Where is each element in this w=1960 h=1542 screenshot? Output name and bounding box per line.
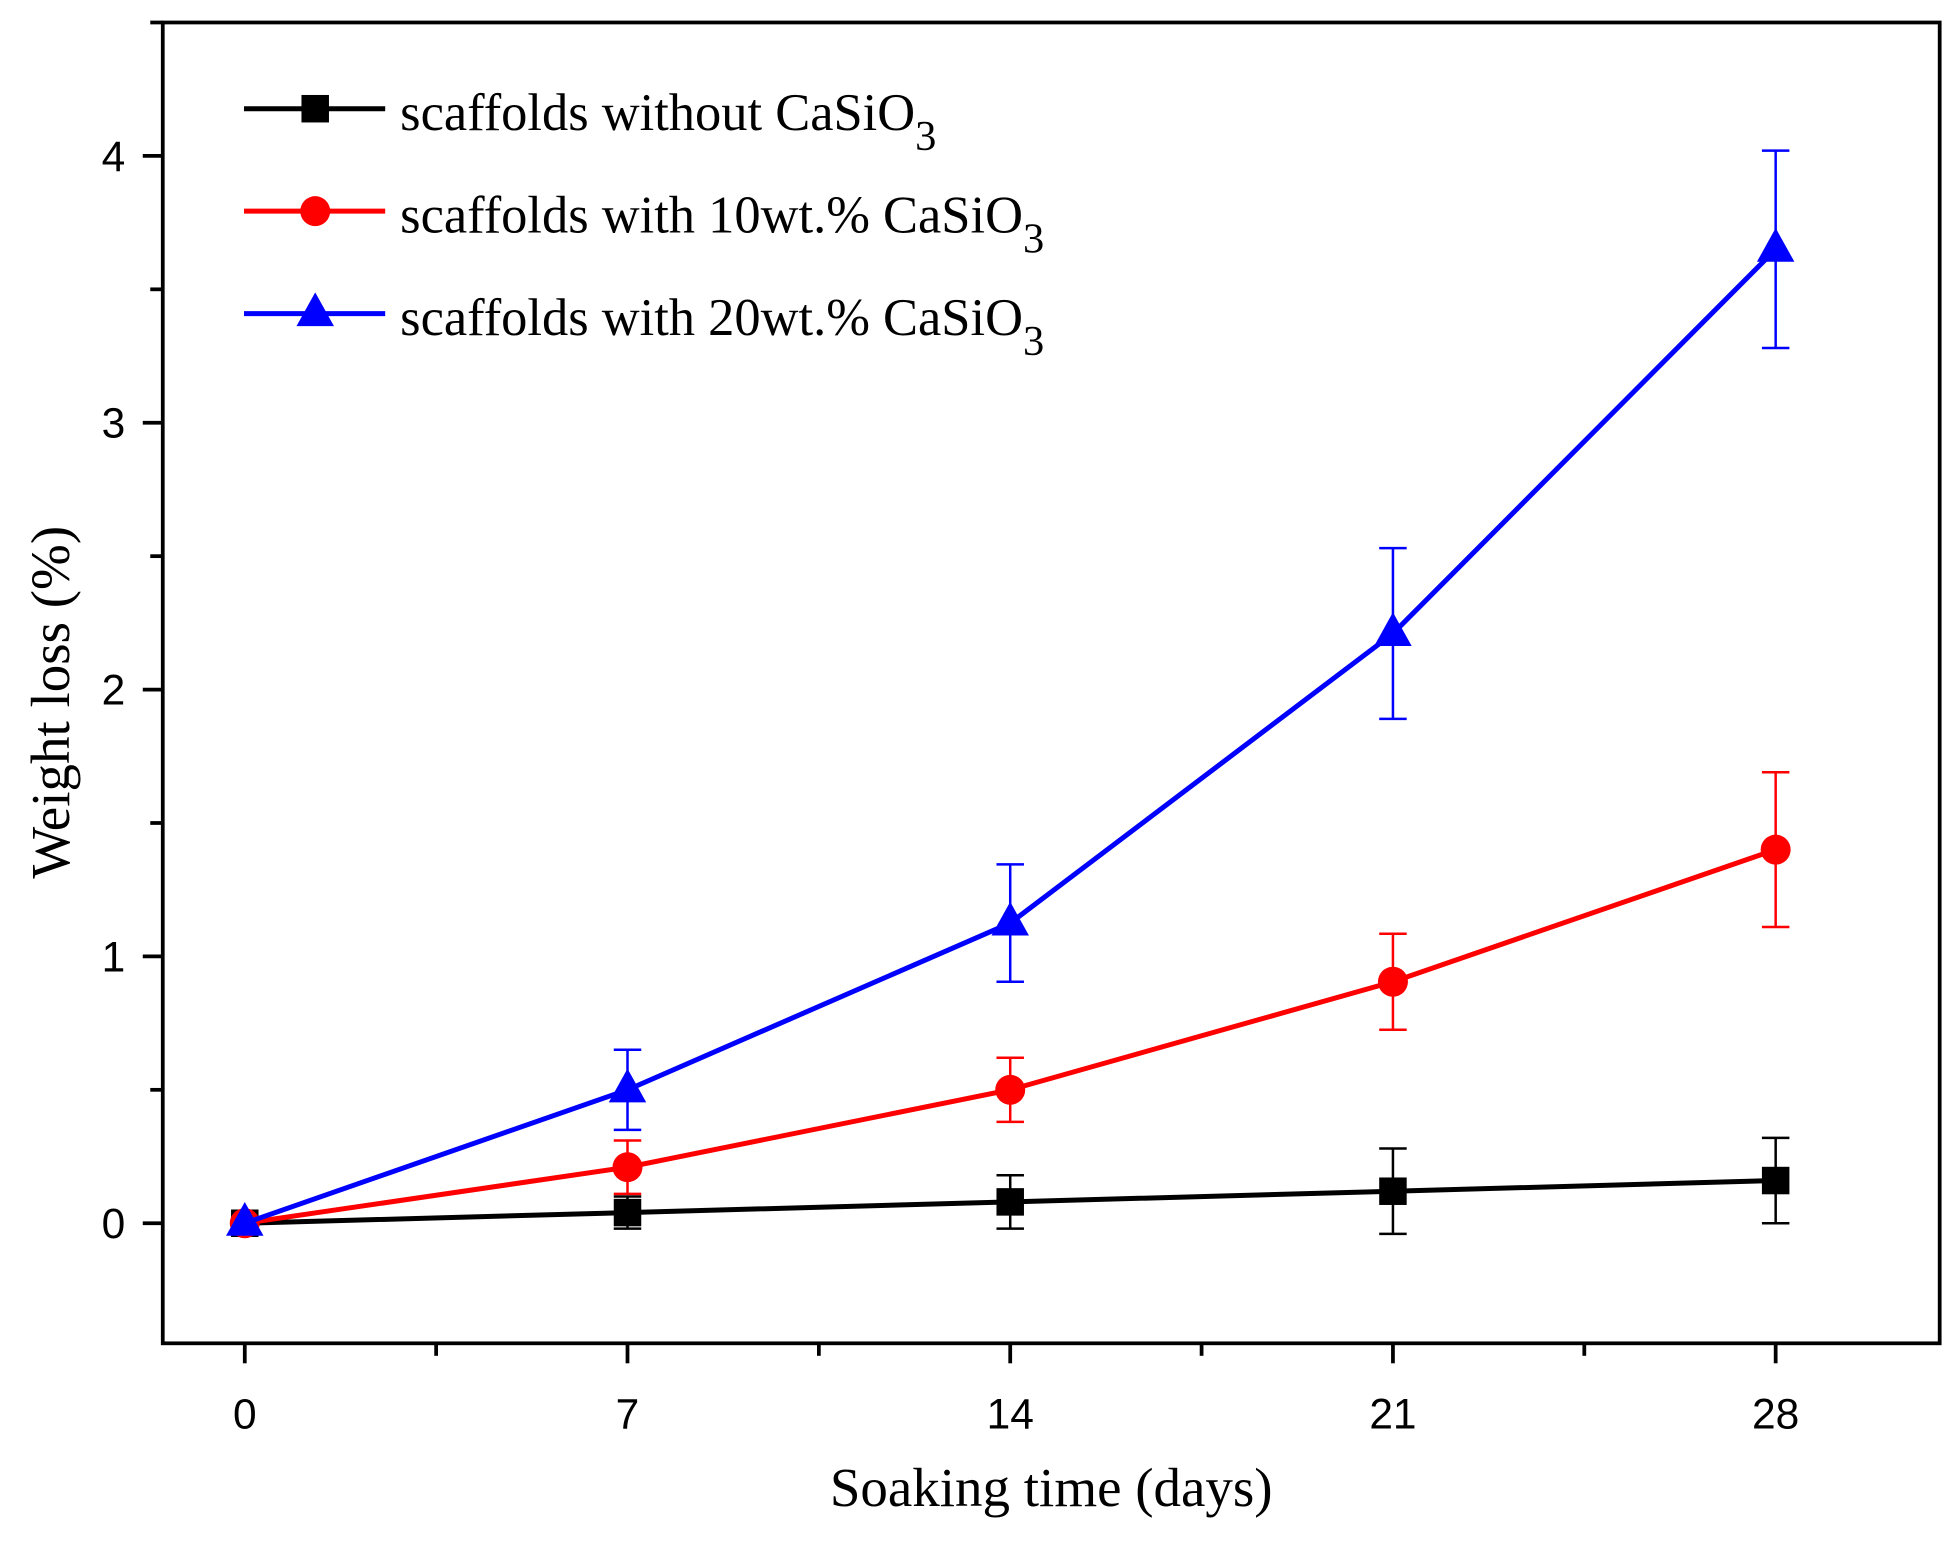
legend-label: scaffolds with 20wt.% CaSiO3 [400,289,1044,365]
square-marker [996,1188,1024,1216]
plot-frame [160,20,1942,1346]
series-1 [229,771,1791,1239]
y-tick-label: 3 [102,401,126,448]
square-marker [1761,1166,1790,1195]
y-tick-label: 2 [102,668,126,715]
legend: scaffolds without CaSiO3 scaffolds with 1… [243,84,1044,365]
triangle-marker [608,1068,647,1103]
triangle-marker [991,901,1029,936]
triangle-marker [1374,612,1412,647]
x-tick-label: 28 [1752,1391,1799,1438]
legend-label: scaffolds with 10wt.% CaSiO3 [400,186,1044,262]
square-marker [613,1198,642,1227]
square-marker [1379,1177,1407,1205]
circle-marker [995,1074,1026,1105]
circle-marker [1377,966,1408,997]
x-tick-label: 0 [233,1391,257,1438]
x-tick-label: 14 [987,1391,1034,1438]
series-2 [226,149,1795,1236]
triangle-marker [1756,228,1795,262]
y-tick-label: 1 [102,934,126,981]
circle-marker [300,196,331,227]
square-marker [301,94,329,123]
legend-label: scaffolds without CaSiO3 [400,84,936,160]
y-axis-label: Weight loss (%) [20,526,81,879]
x-tick-label: 21 [1369,1391,1416,1438]
series-0 [231,1136,1790,1237]
x-axis-label: Soaking time (days) [830,1457,1273,1518]
circle-marker [1760,834,1791,865]
y-tick-label: 0 [102,1201,126,1248]
x-tick-label: 7 [616,1391,640,1438]
circle-marker [612,1152,643,1183]
triangle-marker [296,292,334,327]
y-tick-label: 4 [102,134,126,181]
triangle-marker [226,1201,264,1236]
